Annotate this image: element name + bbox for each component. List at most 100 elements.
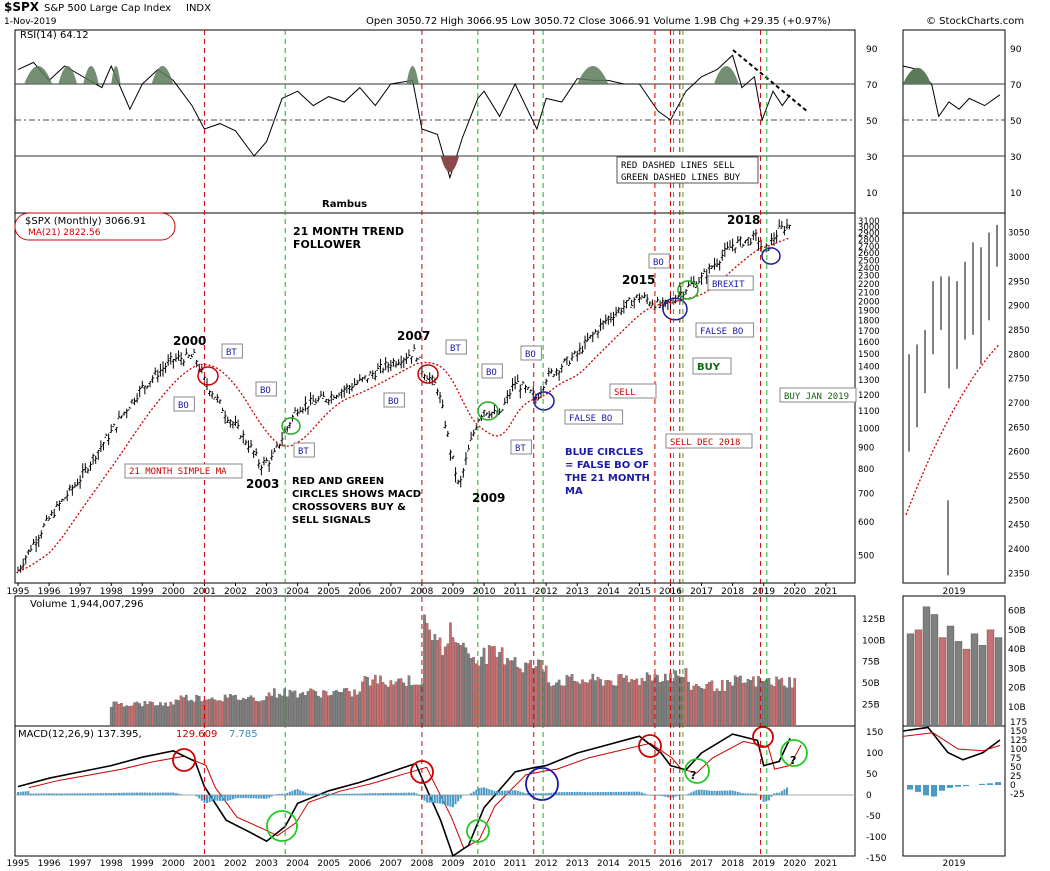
ma-label-box <box>124 463 243 479</box>
volume-bar <box>513 657 517 727</box>
volume-small-tick: 10B <box>1008 703 1026 713</box>
volume-bar <box>702 688 706 727</box>
volume-bar <box>578 683 582 727</box>
volume-bar <box>208 699 211 727</box>
macd-hist-bar <box>584 792 587 795</box>
legend-price: $SPX (Monthly) 3066.91 <box>25 216 146 227</box>
callout-bo: BO <box>653 258 664 268</box>
macd-hist-bar <box>762 795 765 802</box>
macd-hist-bar <box>154 792 157 795</box>
volume-bar <box>394 681 398 727</box>
macd-hist-bar <box>413 792 416 795</box>
year-tick-price: 2008 <box>410 587 433 597</box>
volume-bar <box>270 695 274 727</box>
macd-hist-bar <box>571 791 574 795</box>
volume-bar <box>153 705 157 727</box>
macd-hist-bar <box>721 790 724 795</box>
volume-bar <box>451 637 455 727</box>
volume-bar <box>236 699 240 727</box>
volume-bar <box>459 645 463 727</box>
volume-bar <box>190 699 193 727</box>
volume-bar <box>557 679 561 727</box>
volume-bar <box>288 689 292 727</box>
rsi-small-tick: 70 <box>1010 81 1022 91</box>
small-macd-hist <box>979 783 985 785</box>
macd-hist-bar <box>136 792 139 795</box>
macd-hist-bar <box>480 787 483 795</box>
volume-bar <box>777 679 781 727</box>
year-tick-macd: 2013 <box>566 859 589 869</box>
price-small-tick: 2750 <box>1008 375 1030 385</box>
macd-hist-bar <box>744 793 747 795</box>
volume-bar <box>241 697 245 727</box>
volume-bar <box>291 691 294 727</box>
volume-bar <box>384 684 387 727</box>
volume-bar <box>125 705 129 727</box>
macd-hist-bar <box>462 795 465 796</box>
macd-hist-bar <box>775 792 778 795</box>
price-tick: 1100 <box>858 407 880 417</box>
macd-hist-bar <box>84 793 87 795</box>
rsi-small-tick: 50 <box>1010 117 1022 127</box>
macd-hist-bar <box>687 793 690 795</box>
macd-hist-bar <box>749 793 752 795</box>
macd-hist-bar <box>97 793 100 795</box>
volume-bar <box>197 695 201 727</box>
volume-bar <box>467 653 470 727</box>
rsi-panel <box>15 49 1005 180</box>
volume-bar <box>249 695 253 727</box>
macd-hist-bar <box>527 793 530 795</box>
price-tick: 2100 <box>858 288 880 298</box>
volume-bar <box>630 679 633 727</box>
frame-small-price <box>902 212 1006 584</box>
volume-bar <box>174 699 178 727</box>
volume-bar <box>311 689 315 727</box>
macd-signal-circle <box>266 810 298 842</box>
callout-box <box>564 409 624 425</box>
macd-hist-bar <box>514 790 517 795</box>
year-tick-price: 2007 <box>379 587 402 597</box>
macd-hist-bar <box>149 792 152 795</box>
volume-bar <box>700 687 703 727</box>
volume-bar <box>645 672 649 727</box>
year-tick-price: 2016 <box>659 587 682 597</box>
legend-ellipse <box>14 212 176 241</box>
circles-text-1: RED AND GREEN <box>292 476 384 487</box>
macd-hist-bar <box>242 795 245 799</box>
year-tick-price: 2004 <box>286 587 309 597</box>
year-tick-price: 2005 <box>317 587 340 597</box>
macd-hist-bar <box>617 791 620 795</box>
macd-hist-bar <box>159 792 162 795</box>
volume-bar <box>679 676 683 727</box>
volume-bar <box>430 640 434 727</box>
callout-box <box>173 396 195 412</box>
volume-bar <box>521 672 525 727</box>
circles-text-4: SELL SIGNALS <box>292 515 371 526</box>
macd-hist-bar <box>24 791 27 795</box>
volume-bar <box>120 703 123 727</box>
volume-bar <box>498 652 501 727</box>
macd-small-tick: 25 <box>1010 772 1021 782</box>
macd-hist-bar <box>247 795 250 799</box>
macd-hist-bar <box>379 793 382 795</box>
chart-date: 1-Nov-2019 <box>4 17 57 27</box>
volume-bar <box>213 699 217 727</box>
macd-hist-bar <box>48 793 51 795</box>
small-volume-bar <box>970 633 979 727</box>
macd-hist-bar <box>234 795 237 799</box>
frame-macd <box>14 725 856 857</box>
price-tick: 2900 <box>858 229 880 239</box>
volume-bar <box>156 705 160 727</box>
macd-hist-bar <box>374 793 377 795</box>
volume-bar <box>399 678 403 727</box>
volume-bar <box>301 692 305 727</box>
macd-hist-bar <box>71 793 74 795</box>
volume-bar <box>304 695 307 727</box>
volume-bar <box>617 674 620 727</box>
buy-jan-label: BUY JAN 2019 <box>784 392 849 402</box>
circles-text-3: CROSSOVERS BUY & <box>292 502 406 513</box>
price-small-tick: 2550 <box>1008 472 1030 482</box>
macd-hist-bar <box>50 793 53 795</box>
macd-tick: -150 <box>866 854 887 864</box>
volume-bar <box>122 706 126 727</box>
